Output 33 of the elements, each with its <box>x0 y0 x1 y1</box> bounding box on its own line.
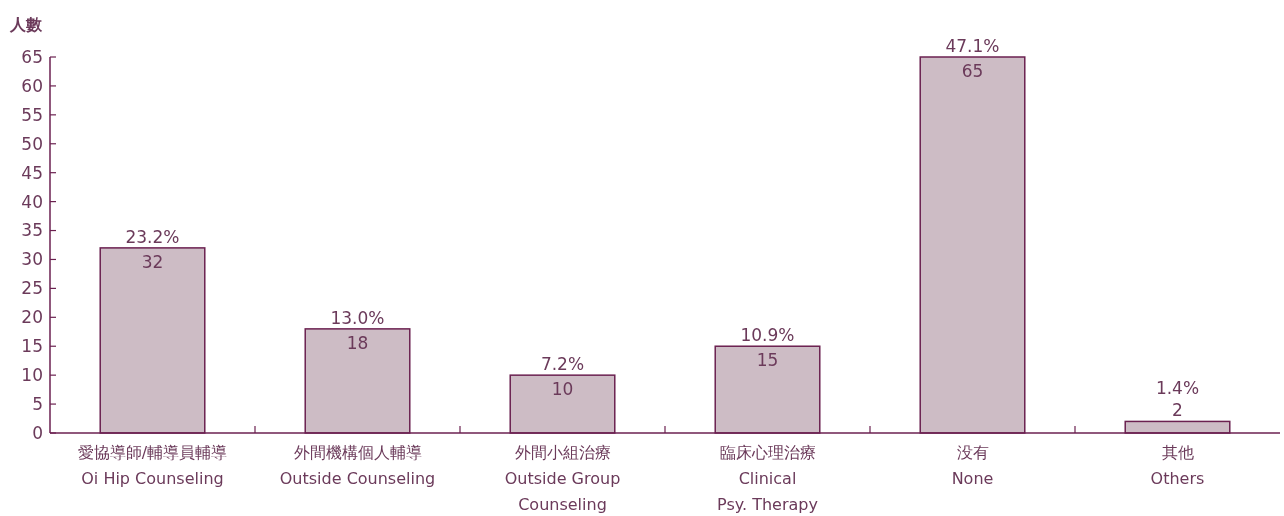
x-tick-label: 其他 Others <box>1150 443 1205 488</box>
annotation: 1.4% <box>1155 378 1200 399</box>
y-tick-label: 50 <box>21 133 43 154</box>
x-tick-label: 臨床心理治療 Clinical Psy. Therapy <box>717 443 818 514</box>
y-tick-label: 25 <box>21 278 43 299</box>
annotation: 7.2% <box>540 354 585 375</box>
y-tick-label: 60 <box>21 75 43 96</box>
x-tick-label: 没有 None <box>951 443 994 488</box>
x-tick-label: 愛協導師/輔導員輔導 Oi Hip Counseling <box>77 443 228 488</box>
y-tick-label: 20 <box>21 307 43 328</box>
y-axis-title: 人數 <box>9 15 43 34</box>
y-tick-label: 5 <box>32 394 43 415</box>
y-tick-label: 35 <box>21 220 43 241</box>
y-tick-label: 65 <box>21 46 43 67</box>
data-label: 15 <box>756 350 779 371</box>
data-label: 65 <box>961 61 984 81</box>
data-label: 2 <box>1172 400 1183 421</box>
annotation: 47.1% <box>945 36 1000 56</box>
data-label: 18 <box>346 332 369 353</box>
y-tick-label: 40 <box>21 191 43 212</box>
y-tick-label: 30 <box>21 249 43 270</box>
y-tick-label: 0 <box>32 422 43 443</box>
data-label: 32 <box>141 251 164 272</box>
annotation: 10.9% <box>740 325 795 346</box>
y-tick-label: 45 <box>21 162 43 183</box>
annotation: 23.2% <box>125 226 180 247</box>
data-label: 10 <box>551 379 574 400</box>
y-tick-label: 15 <box>21 336 43 357</box>
y-tick-label: 10 <box>21 365 43 386</box>
x-tick-label: 外間機構個人輔導 Outside Counseling <box>279 443 436 488</box>
y-tick-label: 55 <box>21 104 43 125</box>
annotation: 13.0% <box>330 307 385 328</box>
x-tick-label: 外間小組治療 Outside Group Counseling <box>504 443 621 514</box>
